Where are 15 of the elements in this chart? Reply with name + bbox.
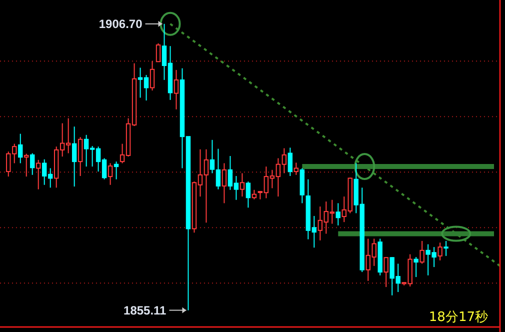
annotation: 1855.11 — [124, 303, 167, 318]
candlestick — [108, 162, 113, 186]
annotation: 1906.70 — [98, 17, 143, 32]
candlestick — [444, 240, 448, 256]
candlestick — [150, 60, 155, 91]
candlestick — [72, 126, 77, 188]
candlestick — [174, 69, 179, 110]
annotation: 18分17秒 — [428, 310, 488, 325]
candlestick — [222, 162, 227, 204]
candlestick — [240, 172, 245, 198]
candlestick — [378, 238, 382, 276]
candlestick — [336, 202, 340, 226]
candlestick — [114, 161, 119, 180]
candlestick — [18, 133, 23, 164]
candlestick — [294, 162, 299, 176]
